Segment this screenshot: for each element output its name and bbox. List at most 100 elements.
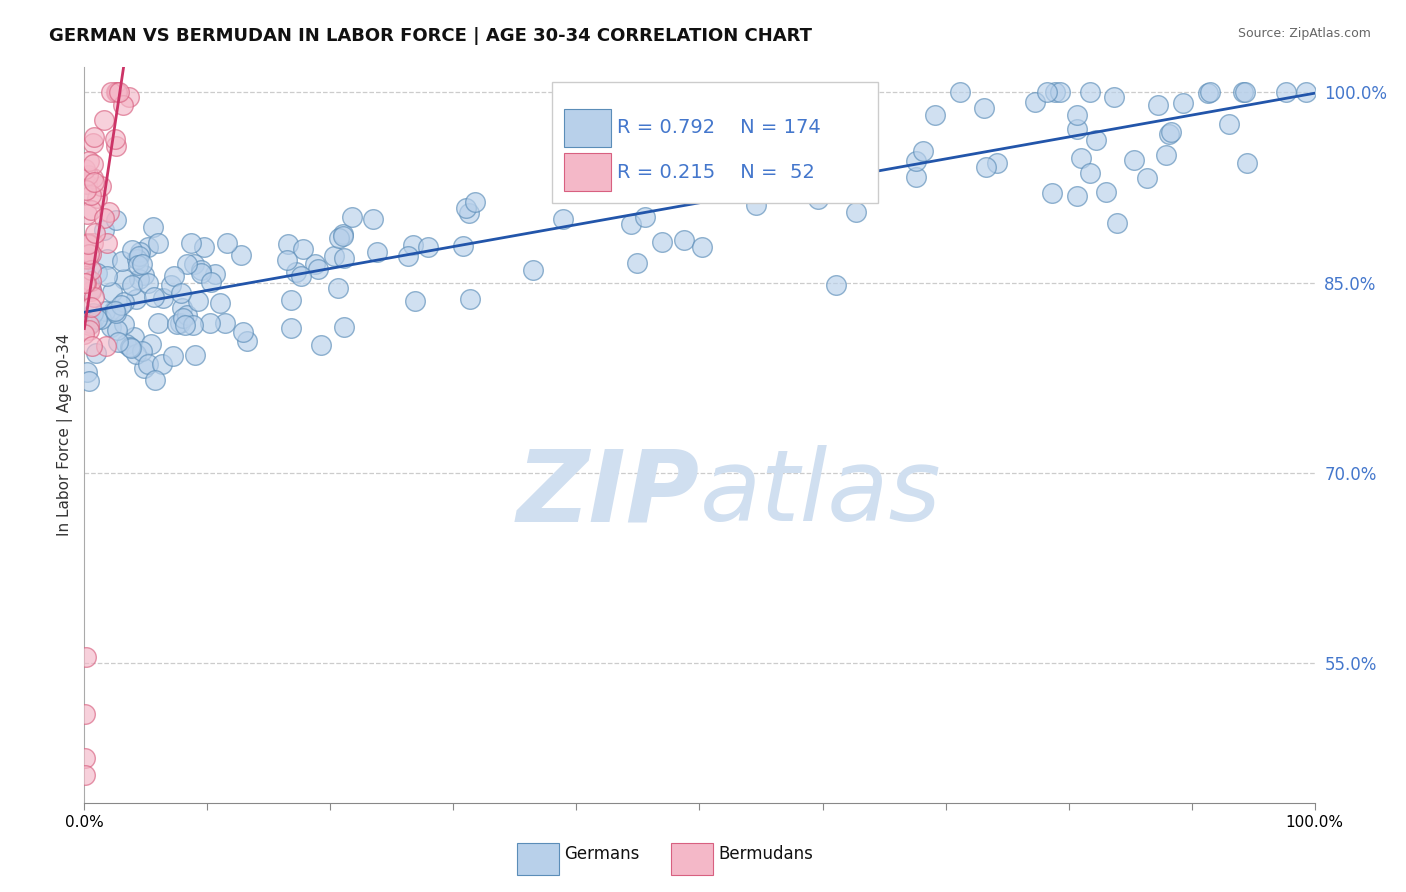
Point [366, 245, 388, 260]
Point [146, 316, 169, 330]
Point [183, 257, 205, 271]
Point [209, 296, 232, 310]
Point [80, 300, 103, 314]
Point [105, 85, 128, 99]
Point [905, 153, 928, 168]
Text: Germans: Germans [564, 846, 640, 863]
Point [1232, 85, 1254, 99]
Point [112, 295, 135, 310]
Point [1040, 186, 1063, 200]
Point [626, 256, 648, 270]
Point [138, 276, 160, 290]
Point [277, 237, 299, 252]
Point [96, 252, 118, 266]
Point [183, 318, 205, 333]
Point [172, 311, 194, 326]
FancyBboxPatch shape [517, 843, 560, 875]
Point [1078, 166, 1101, 180]
FancyBboxPatch shape [671, 843, 713, 875]
Point [1236, 156, 1258, 170]
Point [676, 152, 699, 166]
Point [104, 304, 127, 318]
Point [80, 339, 103, 353]
Point [105, 322, 128, 336]
Point [148, 235, 170, 250]
Point [77, 235, 100, 250]
Point [557, 180, 579, 194]
Point [845, 204, 868, 219]
Point [77, 318, 100, 332]
Point [190, 262, 212, 277]
Point [118, 90, 141, 104]
Point [748, 124, 770, 138]
Point [96, 268, 118, 283]
Point [125, 347, 148, 361]
Point [214, 316, 236, 330]
Point [83, 289, 105, 303]
Point [456, 201, 478, 215]
Point [82, 171, 104, 186]
Point [77, 246, 100, 260]
Point [75, 251, 97, 265]
Point [73, 706, 96, 721]
Point [127, 258, 149, 272]
FancyBboxPatch shape [553, 81, 877, 203]
Point [110, 297, 132, 311]
Point [634, 186, 657, 201]
Point [1160, 125, 1182, 139]
Point [169, 316, 191, 330]
Point [1045, 85, 1067, 99]
Point [97, 204, 120, 219]
Point [86, 191, 108, 205]
Point [93, 211, 115, 226]
Point [134, 361, 156, 376]
Point [1234, 85, 1257, 99]
Point [75, 269, 97, 284]
Point [215, 235, 238, 250]
Y-axis label: In Labor Force | Age 30-34: In Labor Force | Age 30-34 [58, 334, 73, 536]
Point [131, 344, 153, 359]
Point [128, 249, 150, 263]
Text: ZIP: ZIP [516, 445, 700, 542]
Point [1122, 153, 1144, 167]
Point [114, 272, 136, 286]
Point [1295, 85, 1317, 99]
Point [768, 158, 790, 172]
Point [121, 277, 143, 292]
Point [75, 751, 97, 765]
Point [464, 195, 486, 210]
Point [1066, 108, 1088, 122]
Text: Source: ZipAtlas.com: Source: ZipAtlas.com [1237, 27, 1371, 40]
Point [122, 330, 145, 344]
Point [1199, 85, 1222, 99]
Point [105, 305, 128, 319]
Point [112, 98, 135, 112]
Point [193, 239, 215, 253]
Text: GERMAN VS BERMUDAN IN LABOR FORCE | AGE 30-34 CORRELATION CHART: GERMAN VS BERMUDAN IN LABOR FORCE | AGE … [49, 27, 813, 45]
Point [73, 276, 96, 290]
Point [671, 161, 693, 176]
Point [332, 228, 354, 243]
Point [396, 249, 419, 263]
Point [280, 321, 302, 335]
Point [94, 304, 117, 318]
Point [1049, 85, 1071, 99]
Point [80, 274, 103, 288]
Point [973, 101, 995, 115]
Point [307, 262, 329, 277]
Point [690, 239, 713, 253]
FancyBboxPatch shape [564, 109, 612, 147]
Point [200, 275, 222, 289]
Point [280, 293, 302, 308]
Point [1102, 90, 1125, 104]
Point [1094, 185, 1116, 199]
Point [105, 138, 128, 153]
Point [846, 85, 869, 99]
Point [80, 247, 103, 261]
Point [83, 175, 105, 189]
Point [132, 268, 155, 282]
Point [912, 145, 935, 159]
Point [361, 212, 384, 227]
Point [79, 284, 101, 298]
Point [96, 235, 118, 250]
